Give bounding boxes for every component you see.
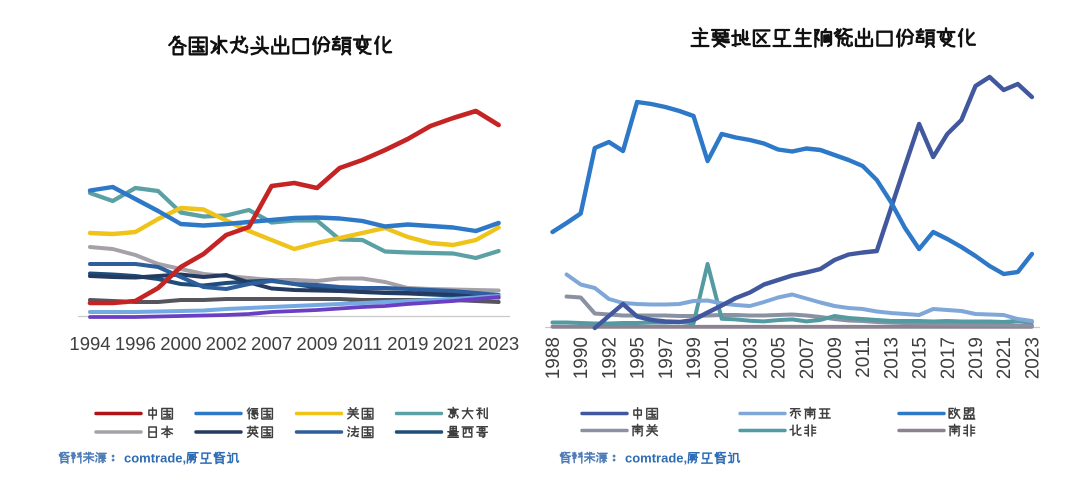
svg-text:2002: 2002 [206, 333, 247, 354]
svg-text:2005: 2005 [769, 337, 790, 379]
svg-text:2023: 2023 [1022, 337, 1043, 379]
svg-text:2011: 2011 [853, 337, 874, 378]
svg-text:1992: 1992 [599, 337, 620, 379]
svg-text:1990: 1990 [571, 337, 592, 379]
svg-text:1996: 1996 [115, 333, 156, 354]
svg-text:2007: 2007 [797, 337, 818, 379]
svg-text:2021: 2021 [433, 333, 474, 354]
svg-text:2017: 2017 [938, 337, 959, 379]
svg-text:2003: 2003 [740, 337, 761, 379]
svg-text:1995: 1995 [628, 337, 649, 379]
svg-text:1994: 1994 [69, 333, 110, 354]
svg-text:1997: 1997 [656, 337, 677, 379]
svg-text:2001: 2001 [712, 337, 733, 379]
svg-text:2009: 2009 [296, 333, 337, 354]
svg-text:2015: 2015 [910, 337, 931, 379]
svg-text:comtrade,: comtrade, [124, 451, 186, 466]
svg-text:2009: 2009 [825, 337, 846, 379]
svg-text:2019: 2019 [387, 333, 428, 354]
svg-text:2019: 2019 [966, 337, 987, 379]
svg-text:1999: 1999 [684, 337, 705, 379]
svg-text:2013: 2013 [881, 337, 902, 379]
svg-text:1988: 1988 [543, 337, 564, 379]
svg-text:2023: 2023 [478, 333, 519, 354]
svg-text:comtrade,: comtrade, [625, 451, 687, 466]
svg-text:2007: 2007 [251, 333, 292, 354]
svg-text:2000: 2000 [160, 333, 201, 354]
svg-text:2021: 2021 [994, 337, 1015, 379]
svg-text:2011: 2011 [343, 333, 383, 354]
